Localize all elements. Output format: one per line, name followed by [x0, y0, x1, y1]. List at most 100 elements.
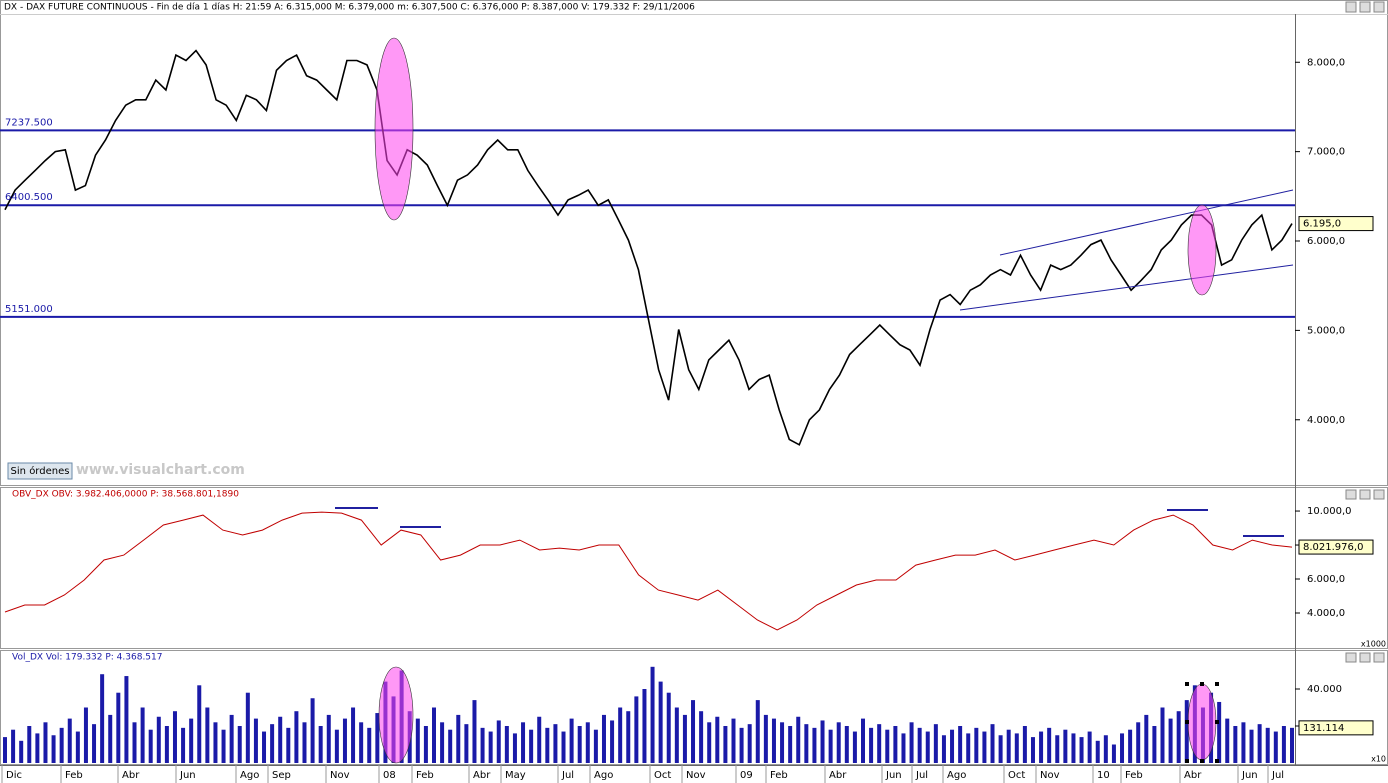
close[interactable]: [1373, 652, 1385, 663]
x-tick-label: Nov: [686, 770, 706, 781]
bar: [1095, 740, 1100, 763]
maximize[interactable]: [1359, 1, 1371, 13]
bar: [1152, 726, 1157, 763]
maximize[interactable]: [1359, 652, 1371, 663]
bar: [1111, 744, 1116, 763]
bar: [1273, 731, 1278, 763]
x-tick-label: Abr: [1184, 770, 1202, 781]
bar: [715, 716, 720, 763]
maximize[interactable]: [1359, 489, 1371, 500]
x-tick-label: Sep: [272, 770, 291, 781]
bar: [618, 707, 623, 763]
bar: [941, 735, 946, 763]
x-tick-label: Jun: [885, 770, 902, 781]
orders-button[interactable]: [7, 462, 73, 480]
bar: [593, 729, 598, 763]
bar: [861, 718, 865, 763]
x-tick-label: Jul: [1271, 770, 1284, 781]
bar: [11, 729, 16, 763]
x-tick-label: Jun: [179, 770, 196, 781]
last-value-box: [1298, 216, 1374, 232]
bar: [116, 692, 121, 763]
bar: [545, 727, 550, 763]
bar: [1281, 726, 1286, 763]
x-tick-label: Abr: [473, 770, 491, 781]
selection-handles: [1185, 682, 1219, 763]
bar: [1055, 735, 1060, 763]
bar: [278, 716, 283, 763]
bar: [472, 700, 477, 763]
bar: [925, 731, 930, 763]
handle[interactable]: [1185, 682, 1189, 686]
last-value-label: 6.195,0: [1303, 219, 1341, 230]
bar: [569, 718, 574, 763]
highlights: [374, 37, 1217, 764]
bar: [229, 714, 234, 763]
x-tick-label: Feb: [770, 770, 788, 781]
last-value-box: [1298, 539, 1374, 555]
bar: [1128, 729, 1133, 763]
bar: [755, 700, 760, 763]
handle[interactable]: [1185, 720, 1189, 724]
bar: [917, 727, 922, 763]
bar: [763, 714, 768, 763]
x-tick-label: Nov: [330, 770, 350, 781]
bar: [504, 726, 509, 763]
watermark: www.visualchart.com: [76, 462, 245, 478]
bar: [682, 714, 687, 763]
minimize[interactable]: [1345, 1, 1357, 13]
last-value-box: [1298, 720, 1374, 736]
bar: [885, 729, 890, 763]
bar: [1030, 737, 1035, 763]
close[interactable]: [1373, 489, 1385, 500]
bar: [51, 735, 56, 763]
channel-upper: [999, 189, 1294, 256]
bar: [1087, 731, 1092, 763]
bar: [844, 726, 849, 763]
axis-labels: 8.000,0 7.000,0 6.000,0 5.000,0 4.000,0 7237.…: [1, 57, 1386, 783]
bar: [1184, 700, 1189, 763]
y-tick-label: 5.000,0: [1307, 325, 1345, 336]
bar: [43, 722, 48, 763]
y-tick-label: 7.000,0: [1307, 147, 1345, 158]
highlight-ellipse: [378, 666, 414, 764]
x-tick-label: Dic: [6, 770, 22, 781]
bar: [521, 722, 526, 763]
bar: [448, 729, 453, 763]
annotations: [335, 189, 1294, 537]
bar: [529, 729, 534, 763]
handle[interactable]: [1200, 759, 1204, 763]
window-controls: [1345, 1, 1385, 663]
highlight-ellipse: [1187, 683, 1217, 761]
bar: [707, 722, 712, 763]
minimize[interactable]: [1345, 489, 1357, 500]
bar: [1079, 737, 1084, 763]
bar: [415, 718, 420, 763]
bar: [423, 726, 428, 763]
bar: [27, 726, 32, 763]
bar: [100, 674, 105, 763]
handle[interactable]: [1215, 720, 1219, 724]
bar: [788, 726, 793, 763]
handle[interactable]: [1185, 759, 1189, 763]
handle[interactable]: [1215, 682, 1219, 686]
minimize[interactable]: [1345, 652, 1357, 663]
bar: [828, 729, 833, 763]
x-tick-label: 10: [1097, 770, 1110, 781]
bar: [181, 727, 186, 763]
bar: [747, 724, 752, 763]
bar: [67, 718, 72, 763]
handle[interactable]: [1200, 682, 1204, 686]
x-tick-label: 08: [383, 770, 396, 781]
orders-button-label: Sin órdenes: [11, 465, 70, 477]
handle[interactable]: [1215, 759, 1219, 763]
close[interactable]: [1373, 1, 1385, 13]
x-tick-label: Feb: [1125, 770, 1143, 781]
bar: [318, 726, 323, 763]
bar: [253, 718, 258, 763]
bar: [83, 707, 88, 763]
bar: [674, 707, 679, 763]
bar: [359, 722, 364, 763]
bar: [1144, 714, 1149, 763]
